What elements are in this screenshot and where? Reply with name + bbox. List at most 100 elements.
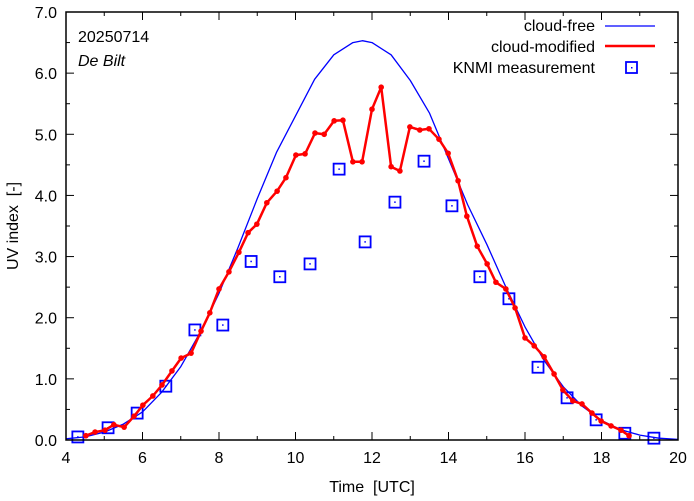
knmi-measurement-markers (71, 154, 661, 445)
knmi-measurement-dot (309, 263, 311, 265)
knmi-measurement-dot (508, 298, 510, 300)
y-tick-label: 5.0 (35, 127, 57, 144)
cloud-modified-point (321, 131, 327, 138)
knmi-measurement-dot (537, 366, 539, 368)
knmi-measurement-point (130, 406, 144, 420)
cloud-modified-point (102, 427, 108, 434)
cloud-modified-point (618, 427, 624, 434)
cloud-modified-markers (83, 84, 632, 439)
cloud-modified-point (531, 343, 537, 349)
knmi-measurement-dot (423, 160, 425, 162)
cloud-modified-point (484, 261, 490, 267)
knmi-measurement-dot (222, 324, 224, 326)
x-tick-label: 10 (287, 450, 305, 467)
cloud-modified-point (350, 159, 356, 165)
legend-label-knmi-measurement: KNMI measurement (453, 60, 596, 77)
x-tick-label: 4 (62, 450, 71, 467)
knmi-measurement-dot (451, 205, 453, 207)
cloud-modified-point (445, 150, 451, 157)
knmi-measurement-dot (394, 201, 396, 203)
plot-frame (65, 11, 679, 441)
cloud-modified-point (359, 159, 365, 165)
knmi-measurement-dot (77, 436, 79, 438)
cloud-modified-point (417, 127, 423, 133)
knmi-measurement-point (332, 162, 346, 176)
cloud-modified-point (150, 393, 156, 399)
legend: cloud-free cloud-modified KNMI measureme… (453, 18, 655, 77)
cloud-modified-point (455, 177, 461, 184)
knmi-measurement-point (473, 270, 487, 284)
y-tick-label: 7.0 (35, 5, 57, 22)
knmi-measurement-dot (479, 275, 481, 278)
knmi-measurement-point (388, 195, 402, 209)
knmi-measurement-dot (279, 275, 281, 278)
cloud-modified-point (579, 401, 585, 407)
x-tick-label: 8 (215, 450, 224, 467)
knmi-measurement-point (417, 154, 431, 168)
y-tick-label: 6.0 (35, 66, 57, 83)
knmi-measurement-dot (653, 437, 655, 439)
x-tick-label: 12 (363, 450, 381, 467)
legend-label-cloud-modified: cloud-modified (491, 39, 595, 56)
cloud-modified-point (503, 286, 509, 292)
cloud-modified-point (92, 429, 98, 435)
cloud-modified-point (207, 310, 213, 316)
knmi-measurement-point (647, 431, 661, 445)
cloud-modified-point (264, 199, 270, 206)
knmi-measurement-dot (364, 241, 366, 243)
cloud-modified-point (283, 174, 289, 181)
knmi-measurement-point (560, 391, 574, 405)
cloud-modified-point (131, 413, 137, 419)
knmi-measurement-point (531, 360, 545, 374)
y-axis-label: UV index [-] (5, 182, 22, 270)
cloud-modified-point (254, 221, 260, 227)
cloud-modified-point (216, 286, 222, 292)
cloud-modified-point (493, 279, 499, 286)
cloud-modified-point (226, 269, 232, 275)
cloud-modified-point (312, 130, 318, 136)
cloud-modified-point (589, 410, 595, 416)
cloud-modified-point (178, 355, 184, 361)
annotation-location: De Bilt (78, 53, 126, 70)
knmi-measurement-point (303, 257, 317, 271)
cloud-modified-point (302, 151, 308, 157)
cloud-modified-point (474, 243, 480, 249)
y-tick-label: 2.0 (35, 311, 57, 328)
knmi-measurement-dot (250, 260, 252, 263)
knmi-measurement-point (71, 430, 85, 444)
x-tick-label: 6 (138, 450, 147, 467)
cloud-modified-point (570, 398, 576, 404)
cloud-modified-point (388, 163, 394, 170)
cloud-modified-point (236, 249, 242, 256)
cloud-modified-point (331, 118, 337, 124)
cloud-modified-point (608, 423, 614, 429)
y-tick-label: 0.0 (35, 433, 57, 450)
series-layer (65, 40, 679, 445)
cloud-modified-point (198, 328, 204, 334)
knmi-measurement-point (273, 270, 287, 284)
legend-swatch-knmi-measurement (625, 61, 638, 74)
cloud-modified-point (407, 124, 413, 130)
cloud-modified-point (551, 371, 557, 377)
legend-swatch-knmi-dot (631, 67, 633, 69)
cloud-modified-point (159, 382, 165, 388)
knmi-measurement-dot (595, 419, 597, 421)
cloud-modified-point (512, 305, 518, 311)
cloud-modified-point (397, 168, 403, 174)
knmi-measurement-point (244, 255, 258, 268)
cloud-modified-point (522, 335, 528, 341)
knmi-measurement-dot (338, 168, 340, 170)
cloud-modified-point (293, 152, 299, 158)
cloud-modified-point (121, 424, 127, 430)
knmi-measurement-point (358, 235, 372, 249)
y-tick-label: 1.0 (35, 372, 57, 389)
cloud-modified-point (369, 106, 375, 113)
cloud-modified-point (188, 350, 194, 356)
cloud-modified-point (111, 421, 117, 428)
cloud-modified-point (541, 354, 547, 360)
cloud-modified-point (426, 125, 432, 132)
legend-label-cloud-free: cloud-free (524, 18, 595, 35)
cloud-modified-line (85, 85, 630, 437)
knmi-measurement-point (101, 421, 115, 435)
